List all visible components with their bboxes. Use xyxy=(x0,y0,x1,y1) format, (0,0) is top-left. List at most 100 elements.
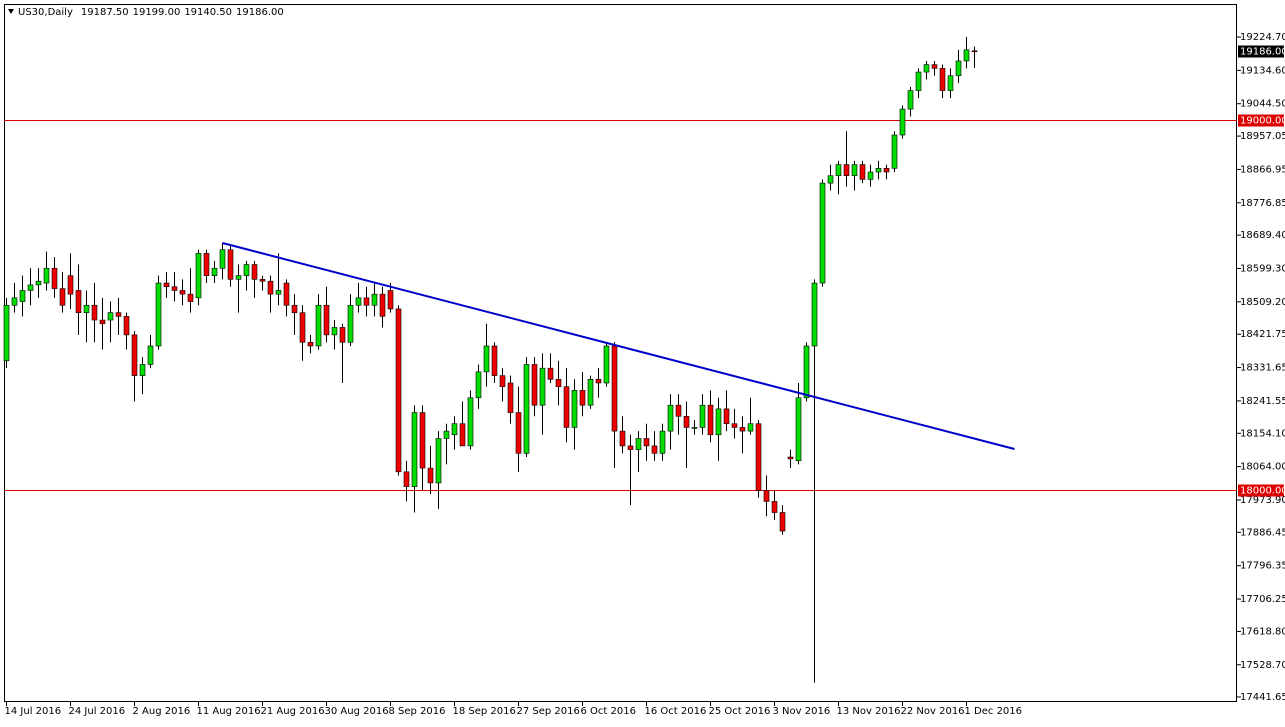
candle-body xyxy=(667,404,674,432)
candle-body xyxy=(11,297,18,306)
candle-body xyxy=(627,445,634,450)
menu-triangle[interactable] xyxy=(8,9,14,14)
y-tick-label: 18866.95 xyxy=(1240,164,1285,175)
candle-body xyxy=(139,364,146,376)
x-tick-label: 27 Sep 2016 xyxy=(517,706,580,717)
candle-body xyxy=(547,367,554,380)
candle-body xyxy=(595,378,602,384)
candle-body xyxy=(803,345,810,399)
candle-body xyxy=(907,90,914,110)
candle-body xyxy=(579,390,586,406)
candle-body xyxy=(131,334,138,376)
candle-body xyxy=(771,501,778,513)
candle-body xyxy=(931,64,938,69)
y-tick-label: 19044.50 xyxy=(1240,99,1285,110)
candle-body xyxy=(27,284,34,291)
candle-body xyxy=(315,304,322,347)
candle-body xyxy=(715,408,722,436)
y-tick-label: 18331.65 xyxy=(1240,363,1285,374)
candle-body xyxy=(843,164,850,177)
y-tick-label: 18599.30 xyxy=(1240,263,1285,274)
y-tick-label: 17618.80 xyxy=(1240,626,1285,637)
candle-body xyxy=(971,50,978,53)
current-price-label: 19186.00 xyxy=(1240,47,1285,58)
candle-body xyxy=(59,288,66,306)
y-tick-label: 19134.60 xyxy=(1240,65,1285,76)
candle-body xyxy=(235,275,242,280)
candle-body xyxy=(99,319,106,325)
x-tick-label: 16 Oct 2016 xyxy=(645,706,707,717)
candle-body xyxy=(531,364,538,406)
candle-body xyxy=(331,327,338,336)
candle-body xyxy=(243,264,250,276)
y-tick-label: 18154.10 xyxy=(1240,428,1285,439)
candle-body xyxy=(707,404,714,436)
header-high: 19199.00 xyxy=(133,7,181,18)
candle-body xyxy=(675,404,682,417)
x-tick-label: 2 Aug 2016 xyxy=(133,706,191,717)
candle-body xyxy=(611,345,618,432)
candle-body xyxy=(739,427,746,432)
candle-body xyxy=(395,308,402,473)
trend-line xyxy=(222,242,1015,450)
candle-body xyxy=(819,182,826,284)
candle-body xyxy=(291,304,298,313)
y-tick-label: 18064.00 xyxy=(1240,462,1285,473)
candle-body xyxy=(491,345,498,376)
y-tick-label: 17973.90 xyxy=(1240,495,1285,506)
x-tick-label: 18 Sep 2016 xyxy=(453,706,516,717)
candle-body xyxy=(211,267,218,276)
candle-body xyxy=(195,253,202,299)
candle-body xyxy=(507,382,514,413)
candle-body xyxy=(683,415,690,428)
price-label: 19000.00 xyxy=(1240,116,1285,127)
candle-body xyxy=(19,290,26,302)
chart-header: US30,Daily 19187.50 19199.00 19140.50 19186.… xyxy=(18,7,284,18)
candle-body xyxy=(419,412,426,469)
candle-body xyxy=(723,408,730,424)
candle-body xyxy=(603,345,610,384)
candle-body xyxy=(443,430,450,439)
candle-body xyxy=(227,249,234,280)
candle-body xyxy=(483,345,490,373)
x-tick-label: 13 Nov 2016 xyxy=(837,706,901,717)
candle-body xyxy=(123,316,130,336)
x-tick-label: 3 Nov 2016 xyxy=(773,706,831,717)
candle-body xyxy=(859,164,866,180)
x-tick-label: 30 Aug 2016 xyxy=(325,706,389,717)
candle-body xyxy=(163,282,170,288)
candle-body xyxy=(155,282,162,347)
candle-body xyxy=(939,68,946,91)
candle-body xyxy=(347,304,354,343)
y-tick-label: 19224.70 xyxy=(1240,32,1285,43)
header-low: 19140.50 xyxy=(184,7,232,18)
candle-body xyxy=(267,280,274,295)
y-tick-label: 17796.35 xyxy=(1240,561,1285,572)
candle-body xyxy=(283,282,290,306)
candle-body xyxy=(171,286,178,291)
candle-body xyxy=(691,427,698,429)
candle-body xyxy=(323,304,330,336)
y-tick-label: 18957.05 xyxy=(1240,131,1285,142)
y-tick-label: 18509.20 xyxy=(1240,297,1285,308)
candle-body xyxy=(563,386,570,428)
x-tick-label: 25 Oct 2016 xyxy=(709,706,771,717)
y-tick-label: 18421.75 xyxy=(1240,329,1285,340)
candle-body xyxy=(403,471,410,487)
candle-body xyxy=(923,64,930,73)
candle-body xyxy=(555,378,562,387)
price-label: 18000.00 xyxy=(1240,486,1285,497)
current-price-box xyxy=(1238,45,1284,58)
x-tick-label: 8 Sep 2016 xyxy=(389,706,446,717)
candle-body xyxy=(659,430,666,454)
candle-body xyxy=(523,364,530,454)
candle-body xyxy=(299,312,306,343)
candle-body xyxy=(67,275,74,295)
candle-body xyxy=(427,467,434,484)
x-tick-label: 6 Oct 2016 xyxy=(581,706,636,717)
candle-body xyxy=(571,390,578,428)
y-tick-label: 17441.65 xyxy=(1240,692,1285,703)
candle-body xyxy=(763,490,770,502)
